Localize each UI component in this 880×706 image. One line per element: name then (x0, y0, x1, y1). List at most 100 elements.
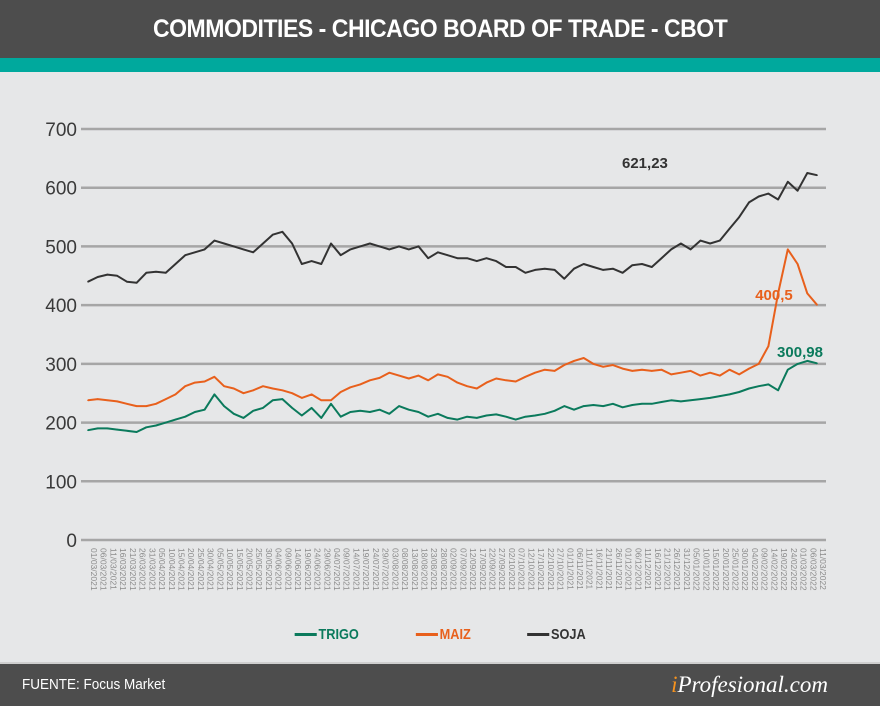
data-point-soja (485, 257, 488, 260)
x-tick-label: 20/04/2021 (186, 548, 196, 591)
data-point-trigo (476, 417, 478, 419)
data-point-soja (388, 248, 391, 251)
data-point-maiz (466, 385, 468, 388)
x-tick-label: 01/03/2021 (89, 548, 99, 591)
data-point-maiz (670, 373, 672, 376)
data-point-trigo (126, 430, 128, 432)
data-point-soja (87, 280, 89, 283)
data-point-maiz (446, 376, 449, 378)
data-point-trigo (252, 410, 254, 412)
data-point-soja (427, 257, 430, 260)
legend-swatch-trigo (295, 632, 318, 636)
legend-label-soja: SOJA (550, 625, 586, 643)
x-tick-label: 08/08/2021 (400, 548, 410, 591)
data-point-trigo (534, 414, 536, 417)
data-point-trigo (495, 413, 498, 416)
data-point-trigo (281, 398, 284, 400)
x-tick-label: 19/07/2021 (361, 548, 371, 591)
x-tick-label: 04/07/2021 (332, 548, 342, 591)
data-point-maiz (233, 387, 235, 390)
data-point-maiz (641, 368, 643, 371)
x-tick-label: 30/04/2021 (206, 548, 216, 591)
data-point-maiz (544, 368, 546, 371)
end-label-soja: 621,23 (622, 155, 668, 172)
data-point-soja (660, 257, 663, 260)
data-point-soja (738, 216, 740, 218)
data-point-soja (155, 270, 157, 273)
data-point-soja (592, 266, 595, 268)
data-point-maiz (359, 383, 362, 386)
data-point-soja (680, 242, 682, 245)
data-point-maiz (320, 399, 323, 402)
data-point-soja (612, 267, 614, 270)
data-point-maiz (126, 403, 128, 405)
x-tick-label: 30/05/2021 (264, 548, 274, 591)
x-tick-label: 18/08/2021 (419, 548, 429, 591)
x-tick-label: 26/03/2021 (138, 548, 148, 591)
x-tick-label: 25/04/2021 (196, 548, 206, 591)
data-point-maiz (621, 367, 624, 370)
x-tick-label: 11/03/2022 (818, 548, 828, 590)
y-tick-label: 300 (45, 355, 77, 376)
x-tick-label: 10/01/2022 (701, 548, 711, 591)
data-point-maiz (456, 381, 459, 384)
data-point-maiz (87, 399, 89, 402)
x-tick-label: 27/10/2021 (556, 548, 566, 591)
x-tick-label: 21/11/2021 (604, 548, 614, 590)
data-point-maiz (369, 379, 371, 382)
data-point-soja (709, 242, 711, 245)
data-point-maiz (573, 360, 575, 362)
data-point-maiz (437, 373, 439, 376)
data-point-trigo (689, 399, 692, 402)
y-axis-tick-labels: 0 100 200 300 400 500 600 700 (45, 120, 77, 552)
x-tick-label: 29/06/2021 (322, 548, 332, 591)
x-tick-label: 24/02/2022 (789, 548, 799, 591)
x-tick-label: 11/12/2021 (643, 548, 653, 590)
x-tick-label: 10/05/2021 (225, 548, 235, 591)
data-point-maiz (398, 374, 400, 377)
data-point-soja (796, 189, 799, 192)
data-point-soja (310, 260, 313, 262)
series-line-soja (87, 172, 818, 284)
data-point-maiz (145, 405, 148, 407)
data-point-maiz (213, 376, 216, 378)
data-point-trigo (145, 426, 148, 429)
data-point-maiz (777, 292, 779, 295)
data-point-trigo (174, 418, 177, 421)
data-point-soja (757, 195, 760, 198)
data-point-trigo (398, 405, 400, 407)
data-point-trigo (330, 403, 332, 405)
data-point-maiz (514, 380, 517, 383)
data-point-soja (534, 269, 536, 271)
series-lines (87, 172, 818, 433)
data-point-trigo (106, 427, 109, 430)
data-point-soja (524, 272, 527, 274)
accent-bar (0, 58, 880, 72)
data-point-trigo (641, 403, 643, 405)
data-point-soja (320, 263, 323, 265)
data-point-maiz (301, 397, 303, 399)
data-point-soja (359, 245, 362, 248)
x-tick-label: 19/06/2021 (303, 548, 313, 591)
data-point-soja (398, 245, 400, 248)
data-point-soja (476, 260, 478, 262)
data-point-trigo (213, 393, 216, 396)
data-point-soja (553, 269, 556, 271)
data-point-maiz (553, 370, 556, 372)
y-tick-label: 200 (45, 414, 77, 435)
x-tick-label: 05/04/2021 (157, 548, 167, 591)
data-point-trigo (592, 404, 595, 406)
x-tick-label: 26/12/2021 (672, 548, 682, 591)
y-tick-label: 600 (45, 179, 77, 200)
data-point-trigo (87, 429, 89, 432)
data-point-soja (670, 248, 672, 251)
x-tick-label: 30/01/2022 (740, 548, 750, 591)
legend-swatch-soja (526, 632, 549, 636)
x-tick-label: 04/02/2022 (750, 548, 760, 591)
y-tick-label: 100 (45, 472, 77, 493)
data-point-soja (223, 242, 225, 245)
data-point-trigo (699, 398, 702, 400)
data-point-trigo (184, 415, 186, 418)
x-tick-label: 23/08/2021 (429, 548, 439, 591)
data-point-maiz (757, 363, 760, 365)
